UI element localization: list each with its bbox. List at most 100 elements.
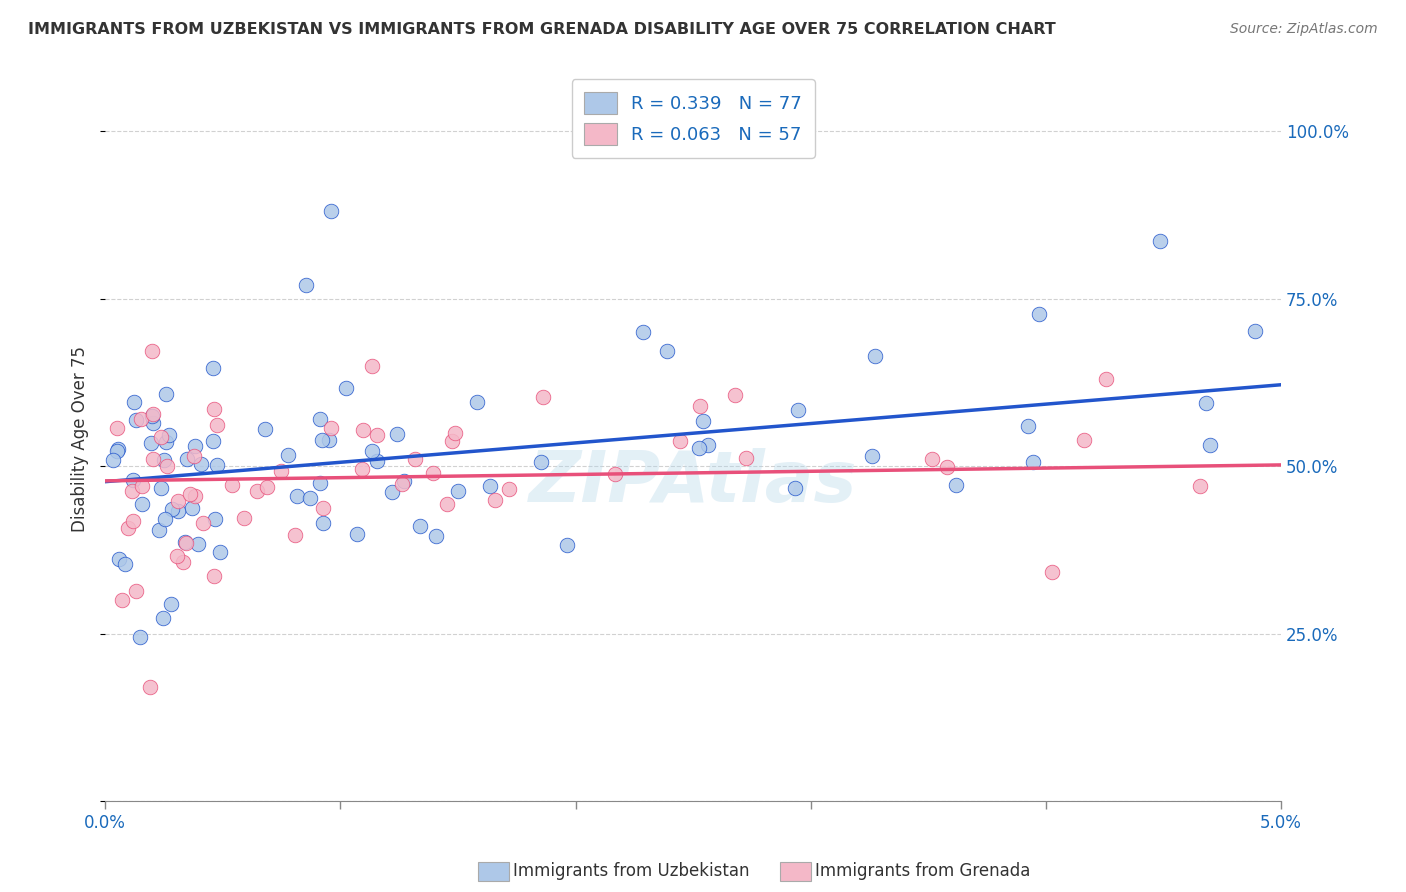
Text: ZIPAtlas: ZIPAtlas — [529, 449, 858, 517]
Point — [246, 484, 269, 499]
Point — [479, 478, 502, 492]
Point — [183, 439, 205, 453]
Point — [404, 452, 426, 467]
Point — [945, 478, 967, 492]
Point — [149, 430, 172, 444]
Point — [122, 473, 145, 487]
Text: IMMIGRANTS FROM UZBEKISTAN VS IMMIGRANTS FROM GRENADA DISABILITY AGE OVER 75 COR: IMMIGRANTS FROM UZBEKISTAN VS IMMIGRANTS… — [28, 22, 1056, 37]
Point — [129, 412, 152, 426]
Point — [631, 325, 654, 339]
Point — [205, 458, 228, 472]
Point — [254, 422, 277, 436]
Point — [724, 387, 747, 401]
Point — [1017, 418, 1039, 433]
Point — [447, 483, 470, 498]
Point — [125, 413, 148, 427]
Point — [783, 481, 806, 495]
Point — [361, 444, 384, 458]
Point — [129, 630, 152, 644]
Point — [139, 680, 162, 694]
Point — [174, 535, 197, 549]
Point — [352, 423, 374, 437]
Point — [180, 501, 202, 516]
Point — [346, 527, 368, 541]
Point — [277, 448, 299, 462]
Text: Immigrants from Grenada: Immigrants from Grenada — [815, 863, 1031, 880]
Point — [160, 502, 183, 516]
Point — [1095, 372, 1118, 386]
Point — [366, 428, 388, 442]
Point — [392, 474, 415, 488]
Point — [735, 450, 758, 465]
Point — [1028, 307, 1050, 321]
Point — [167, 494, 190, 508]
Point — [202, 401, 225, 416]
Point — [105, 443, 128, 458]
Point — [603, 467, 626, 481]
Point — [179, 486, 201, 500]
Point — [153, 452, 176, 467]
Point — [166, 549, 188, 563]
Point — [425, 529, 447, 543]
Point — [298, 491, 321, 506]
Point — [233, 511, 256, 525]
Point — [183, 450, 205, 464]
Point — [697, 438, 720, 452]
Point — [1149, 235, 1171, 249]
Point — [498, 482, 520, 496]
Point — [309, 411, 332, 425]
Point — [141, 409, 163, 424]
Point — [352, 461, 374, 475]
Point — [157, 428, 180, 442]
Point — [193, 516, 215, 530]
Point — [142, 416, 165, 430]
Point — [105, 421, 128, 435]
Point — [1198, 438, 1220, 452]
Point — [863, 349, 886, 363]
Point — [205, 418, 228, 433]
Point — [270, 464, 292, 478]
Point — [319, 204, 342, 219]
Point — [148, 524, 170, 538]
Point — [201, 434, 224, 449]
Point — [422, 466, 444, 480]
Point — [294, 278, 316, 293]
Point — [184, 489, 207, 503]
Point — [321, 421, 343, 435]
Point — [436, 497, 458, 511]
Point — [689, 399, 711, 413]
Point — [152, 610, 174, 624]
Point — [1244, 324, 1267, 338]
Point — [155, 459, 177, 474]
Point — [385, 426, 408, 441]
Point — [111, 592, 134, 607]
Point — [149, 481, 172, 495]
Point — [284, 528, 307, 542]
Point — [209, 545, 232, 559]
Point — [285, 489, 308, 503]
Point — [318, 433, 340, 447]
Point — [204, 512, 226, 526]
Point — [335, 381, 357, 395]
Point — [131, 479, 153, 493]
Point — [860, 449, 883, 463]
Point — [166, 504, 188, 518]
Point — [114, 557, 136, 571]
Point — [1188, 479, 1211, 493]
Point — [484, 492, 506, 507]
Point — [692, 414, 714, 428]
Point — [309, 475, 332, 490]
Point — [256, 480, 278, 494]
Point — [361, 359, 384, 373]
Point — [530, 455, 553, 469]
Point — [172, 555, 194, 569]
Point — [935, 460, 957, 475]
Legend: R = 0.339   N = 77, R = 0.063   N = 57: R = 0.339 N = 77, R = 0.063 N = 57 — [572, 79, 814, 158]
Point — [531, 390, 554, 404]
Point — [655, 344, 678, 359]
Point — [465, 394, 488, 409]
Point — [221, 478, 243, 492]
Point — [121, 484, 143, 499]
Point — [107, 442, 129, 457]
Point — [142, 451, 165, 466]
